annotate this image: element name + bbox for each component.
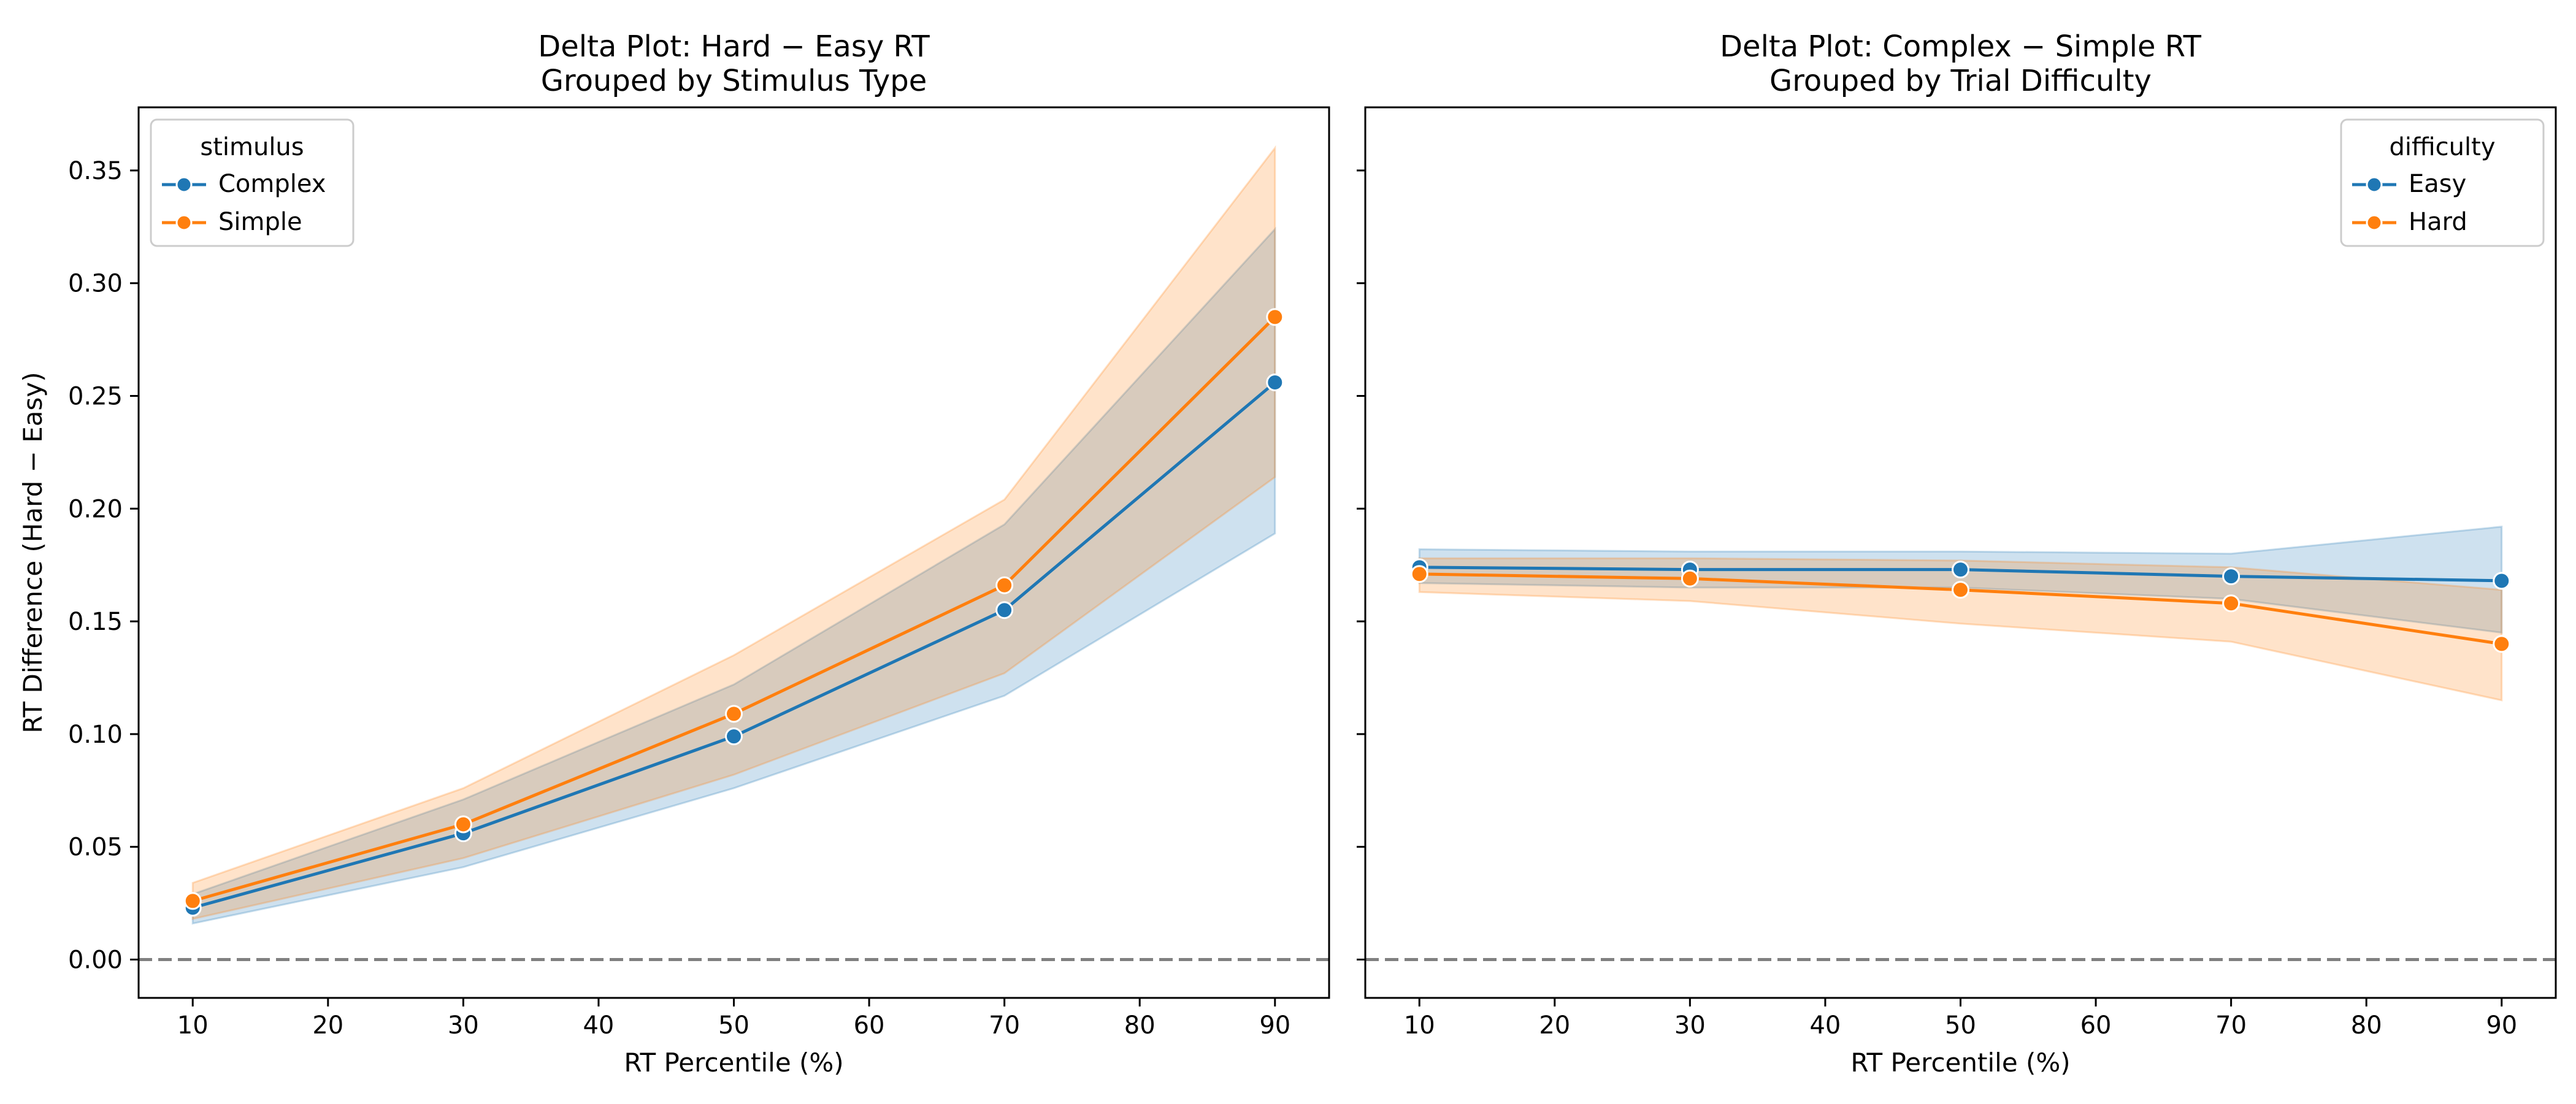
data-point-hard-70 [2222, 594, 2241, 613]
ci-band-complex [191, 226, 1276, 925]
y-tick-label-2: 0.10 [68, 721, 123, 749]
x-tick-label-50: 50 [718, 1011, 749, 1040]
x-tick-label-60: 60 [854, 1011, 885, 1040]
legend-marker-simple [175, 214, 193, 231]
data-point-easy-70 [2222, 567, 2241, 586]
x-tick-label-20: 20 [312, 1011, 343, 1040]
data-point-hard-90 [2493, 635, 2511, 653]
y-tick-label-3: 0.15 [68, 608, 123, 636]
ci-band-simple [191, 145, 1276, 921]
x-tick-label-30: 30 [1674, 1011, 1706, 1040]
x-tick-label-90: 90 [2486, 1011, 2517, 1040]
legend-label-complex: Complex [218, 170, 326, 198]
data-point-simple-70 [995, 576, 1014, 594]
x-tick-label-50: 50 [1945, 1011, 1976, 1040]
x-tick-label-80: 80 [2351, 1011, 2382, 1040]
y-tick-label-5: 0.25 [68, 383, 123, 411]
x-tick-label-90: 90 [1259, 1011, 1290, 1040]
data-point-easy-50 [1952, 561, 1969, 579]
legend-marker-easy [2366, 176, 2383, 193]
x-axis-label: RT Percentile (%) [624, 1048, 843, 1078]
x-tick-label-40: 40 [1809, 1011, 1841, 1040]
legend-title: difficulty [2390, 133, 2496, 161]
legend-marker-complex [175, 176, 193, 193]
data-point-hard-10 [1410, 565, 1428, 583]
legend: stimulus Complex Simple [150, 118, 355, 247]
data-point-simple-10 [183, 892, 202, 910]
x-tick-label-70: 70 [989, 1011, 1020, 1040]
data-point-simple-90 [1266, 308, 1284, 326]
x-tick-label-60: 60 [2080, 1011, 2112, 1040]
data-point-easy-90 [2493, 572, 2511, 590]
y-tick-label-7: 0.35 [68, 157, 123, 185]
legend-title: stimulus [200, 133, 304, 161]
legend-marker-hard [2366, 214, 2383, 231]
x-tick-label-80: 80 [1124, 1011, 1156, 1040]
data-point-hard-30 [1681, 569, 1699, 588]
legend-label-easy: Easy [2409, 170, 2466, 198]
x-tick-label-30: 30 [448, 1011, 479, 1040]
y-tick-label-6: 0.30 [68, 270, 123, 298]
data-point-complex-70 [995, 601, 1014, 619]
legend-label-hard: Hard [2409, 208, 2467, 236]
data-point-simple-30 [454, 815, 472, 834]
legend: difficulty Easy Hard [2340, 118, 2545, 247]
x-tick-label-10: 10 [1404, 1011, 1435, 1040]
y-tick-label-4: 0.20 [68, 495, 123, 523]
chart-title-line-1: Delta Plot: Hard − Easy RT [538, 29, 930, 64]
x-tick-label-20: 20 [1539, 1011, 1570, 1040]
legend-label-simple: Simple [218, 208, 302, 236]
x-tick-label-10: 10 [177, 1011, 209, 1040]
x-tick-label-70: 70 [2215, 1011, 2247, 1040]
legend-box [150, 118, 355, 247]
chart-title-line-2: Grouped by Trial Difficulty [1769, 64, 2152, 98]
chart-title-line-2: Grouped by Stimulus Type [541, 64, 927, 98]
data-point-complex-90 [1266, 373, 1284, 391]
y-axis-label: RT Difference (Hard − Easy) [18, 372, 48, 733]
data-point-simple-50 [725, 705, 743, 723]
legend-box [2340, 118, 2545, 247]
ci-band-hard [1418, 557, 2503, 702]
x-tick-label-40: 40 [583, 1011, 614, 1040]
x-axis-label: RT Percentile (%) [1850, 1048, 2070, 1078]
y-tick-label-1: 0.05 [68, 834, 123, 862]
data-point-hard-50 [1952, 581, 1969, 599]
data-point-complex-50 [725, 727, 743, 746]
chart-title-line-1: Delta Plot: Complex − Simple RT [1720, 29, 2202, 64]
y-tick-label-0: 0.00 [68, 946, 123, 975]
ci-band-easy [1418, 526, 2503, 634]
